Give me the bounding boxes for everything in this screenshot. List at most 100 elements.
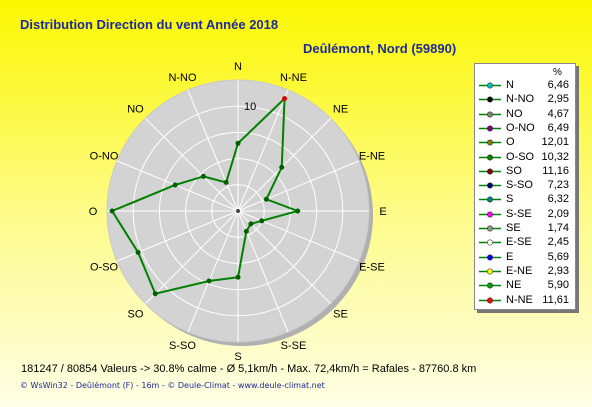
direction-label: NE	[333, 103, 348, 115]
legend-direction: N	[506, 79, 514, 91]
direction-label: N-NE	[280, 72, 307, 84]
legend-item: E 5,69	[475, 251, 575, 264]
direction-label: E-NE	[359, 151, 385, 163]
legend-item: SO 11,16	[475, 165, 575, 178]
legend-marker-icon	[479, 225, 501, 232]
copyright-icon: ©	[167, 381, 176, 390]
legend-direction: N-NE	[506, 293, 533, 306]
grid-spoke	[187, 210, 239, 333]
data-point	[259, 218, 265, 224]
data-point	[243, 228, 249, 234]
data-point	[235, 140, 241, 146]
station-name: Deûlémont, Nord (59890)	[303, 41, 457, 56]
stats-footer: 181247 / 80854 Valeurs -> 30.8% calme - …	[21, 363, 477, 375]
ring-label: 10	[244, 101, 256, 113]
legend-percent: 12,01	[541, 136, 569, 149]
data-point	[295, 208, 301, 214]
data-point	[135, 249, 141, 255]
legend-marker-icon	[479, 111, 501, 118]
legend-item: N-NE 11,61	[475, 294, 575, 307]
credit-location: Deûlémont (F) - 16m	[75, 381, 160, 390]
grid-spoke	[237, 160, 360, 212]
direction-label: S-SE	[281, 340, 307, 352]
legend-percent: 5,90	[547, 279, 569, 292]
grid-spoke	[237, 210, 360, 262]
data-point	[172, 182, 178, 188]
legend-percent: 4,67	[547, 107, 569, 120]
legend-direction: N-NO	[506, 93, 535, 106]
legend-percent: 7,23	[547, 179, 569, 192]
legend-marker-icon	[479, 139, 501, 146]
legend-percent: 11,16	[542, 164, 569, 177]
legend-direction: NE	[506, 279, 522, 292]
direction-label: NO	[127, 103, 144, 115]
legend-percent: 2,45	[547, 236, 569, 249]
legend: % N 6,46 N-NO 2,95 NO 4,67 O-NO 6,49 O 12,01 O-SO 1…	[474, 63, 576, 310]
legend-percent: 2,09	[547, 207, 569, 220]
legend-item: O 12,01	[475, 136, 575, 149]
legend-direction: O-NO	[506, 121, 535, 134]
legend-direction: SE	[506, 222, 521, 234]
legend-marker-icon	[479, 296, 501, 304]
legend-item: S-SO 7,23	[475, 179, 575, 192]
direction-label: O-NO	[90, 151, 119, 163]
credit-site-name: Deule-Climat	[177, 381, 230, 390]
legend-item: N 6,46	[475, 79, 575, 92]
legend-direction: E-SE	[506, 236, 532, 249]
data-point	[263, 196, 269, 202]
legend-percent: 6,32	[547, 193, 569, 206]
direction-label: O	[89, 206, 98, 218]
direction-label: N	[234, 61, 242, 73]
grid-spoke	[237, 118, 331, 212]
legend-direction: E	[506, 250, 514, 263]
direction-label: O-SO	[90, 261, 119, 273]
legend-direction: S-SO	[506, 179, 533, 192]
grid-spoke	[237, 210, 331, 304]
center-point	[236, 209, 240, 213]
legend-item: N-NO 2,95	[475, 93, 575, 106]
legend-marker-icon	[479, 239, 501, 246]
grid-spoke	[187, 89, 239, 212]
direction-label: S	[234, 351, 241, 363]
direction-label: E	[379, 206, 386, 218]
legend-direction: NO	[506, 107, 523, 120]
credit-url[interactable]: www.deule-climat.net	[237, 381, 325, 390]
legend-marker-icon	[479, 168, 501, 175]
legend-item: O-NO 6,49	[475, 122, 575, 135]
data-point	[279, 164, 285, 170]
legend-marker-icon	[479, 96, 501, 103]
data-point	[109, 208, 115, 214]
chart-title: Distribution Direction du vent Année 201…	[20, 17, 279, 32]
legend-marker-icon	[479, 196, 501, 203]
legend-direction: O	[506, 136, 515, 149]
legend-percent: 11,61	[542, 293, 569, 306]
legend-percent: 2,93	[547, 264, 569, 277]
grid-spoke	[145, 210, 239, 304]
credit-software: WsWin32	[30, 381, 68, 390]
legend-direction: E-NE	[506, 264, 533, 277]
legend-item: O-SO 10,32	[475, 151, 575, 164]
legend-item: S-SE 2,09	[475, 208, 575, 221]
legend-item: NO 4,67	[475, 108, 575, 121]
legend-marker-icon	[479, 268, 501, 275]
data-point	[235, 274, 241, 280]
copyright-icon: ©	[20, 381, 28, 390]
legend-direction: O-SO	[506, 150, 535, 163]
data-point	[248, 221, 254, 227]
legend-marker-icon	[479, 211, 501, 218]
legend-percent: 2,95	[547, 93, 569, 106]
direction-label: E-SE	[359, 261, 385, 273]
grid-spoke	[116, 160, 239, 212]
legend-marker-icon	[479, 125, 501, 132]
legend-item: NE 5,90	[475, 279, 575, 292]
data-point	[152, 291, 158, 297]
legend-marker-icon	[479, 153, 501, 161]
legend-marker-icon	[479, 254, 501, 261]
legend-item: S 6,32	[475, 193, 575, 206]
grid-spoke	[145, 118, 239, 212]
legend-item: SE 1,74	[475, 222, 575, 235]
legend-direction: S	[506, 193, 514, 206]
credits-bar: © WsWin32 - Deûlémont (F) - 16m - © Deul…	[20, 381, 325, 390]
grid-spoke	[237, 89, 289, 212]
